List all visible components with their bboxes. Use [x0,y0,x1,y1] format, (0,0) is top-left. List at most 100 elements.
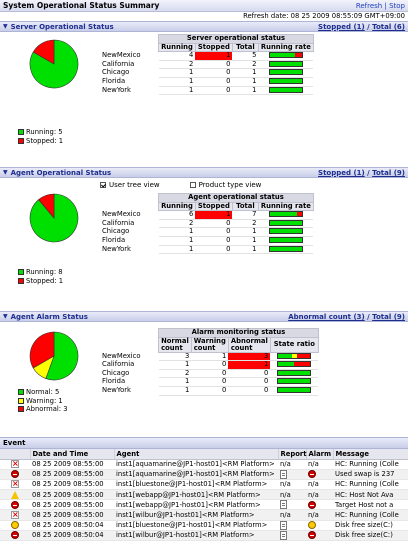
server-total-link[interactable]: Total (6) [372,22,405,31]
event-col-date[interactable]: Date and Time [30,449,115,460]
event-agent[interactable]: inst1[bluestone@JP1-host01]<RM Platform> [114,520,278,531]
agent-panel-header[interactable]: ▼ Agent Operational Status Stopped (1) / … [0,167,408,178]
event-agent[interactable]: inst1[aquamarine@JP1-host01]<RM Platform… [114,459,278,470]
row-name[interactable]: California [102,360,135,369]
alarm-panel-header[interactable]: ▼ Agent Alarm Status Abnormal count (3) /… [0,311,408,322]
event-col-alarm[interactable]: Alarm [306,449,334,460]
event-alarm [306,499,333,511]
stop-link[interactable]: Stop [389,1,405,10]
row-name[interactable]: Florida [102,235,126,244]
event-row[interactable]: 08 25 2009 08:55:00inst1[aquamarine@JP1-… [0,459,408,470]
table-row: California 1 0 1 [100,360,319,370]
row-name[interactable]: Chicago [102,368,130,377]
alarm-legend: Normal: 5 Warning: 1 Abnormal: 3 [18,388,68,414]
alarm-total-link[interactable]: Total (9) [372,312,405,321]
running-count: 1 [158,86,196,96]
alarm-abnormal-link[interactable]: Abnormal count (3) [288,312,365,321]
stopped-count: 0 [195,77,233,87]
event-report: n/a [278,459,306,470]
rate-bar-green [278,362,295,367]
warning-count: 0 [191,369,229,379]
row-name[interactable]: NewYork [102,85,131,94]
agent-total-link[interactable]: Total (9) [372,168,405,177]
event-row[interactable]: 08 25 2009 08:50:04 inst1[wilbur@JP1-host… [0,530,408,542]
blank-cell [100,337,159,352]
event-report: n/a [278,509,306,521]
event-row[interactable]: 08 25 2009 08:55:00inst1[bluestone@JP1-h… [0,479,408,491]
table-header-row: Running Stopped Total Running rate [100,42,314,53]
report-icon[interactable] [280,500,287,509]
row-name[interactable]: Chicago [102,227,130,236]
row-name[interactable]: NewMexico [102,351,141,360]
event-report [278,520,306,531]
state-ratio [270,377,319,387]
warning-count: 1 [191,352,229,362]
event-row[interactable]: 08 25 2009 08:55:00 inst1[webapp@JP1-host… [0,499,408,511]
product-type-view-option[interactable]: Product type view [189,181,261,189]
event-row[interactable]: 08 25 2009 08:55:00 inst1[webapp@JP1-host… [0,489,408,501]
blank-cell [100,35,159,44]
row-name[interactable]: Florida [102,76,126,85]
server-pie-slice [32,39,55,65]
event-agent[interactable]: inst1[bluestone@JP1-host01]<RM Platform> [114,479,278,491]
user-tree-checkbox[interactable] [100,182,106,188]
agent-stopped-link[interactable]: Stopped (1) [318,168,365,177]
running-rate [258,219,314,229]
legend-label: Stopped: 1 [26,276,64,285]
server-stopped-link[interactable]: Stopped (1) [318,22,365,31]
table-row: Chicago 1 0 1 [100,227,314,237]
rate-bar [268,69,303,76]
row-name[interactable]: Chicago [102,68,130,77]
event-agent[interactable]: inst1[wilbur@JP1-host01]<RM Platform> [114,530,278,542]
row-name[interactable]: NewYork [102,244,131,253]
event-row[interactable]: 08 25 2009 08:50:04 inst1[bluestone@JP1-h… [0,520,408,531]
table-title: Server operational status [158,34,314,44]
event-date: 08 25 2009 08:55:00 [30,499,114,511]
legend-item: Running: 8 [18,268,63,277]
column-header: Total [231,201,259,212]
event-col-message[interactable]: Message [333,449,408,460]
server-panel-header[interactable]: ▼ Server Operational Status Stopped (1) /… [0,21,408,32]
normal-count: 1 [158,386,192,396]
user-tree-view-option[interactable]: User tree view [100,181,160,189]
rate-bar [268,236,303,243]
product-type-checkbox[interactable] [189,182,196,188]
warning-count: 0 [191,386,229,396]
report-icon[interactable] [280,520,287,530]
event-agent[interactable]: inst1[aquamarine@JP1-host01]<RM Platform… [114,469,278,480]
event-report [278,499,306,511]
warning-icon [11,490,19,499]
collapse-chevron-icon[interactable]: ▼ [3,23,8,30]
agent-pie-slice [38,193,55,219]
collapse-chevron-icon[interactable]: ▼ [3,169,8,176]
event-agent[interactable]: inst1[wilbur@JP1-host01]<RM Platform> [114,509,278,521]
rate-bar-red [296,353,311,358]
row-name[interactable]: NewMexico [102,210,141,219]
event-alarm: n/a [306,489,333,501]
report-icon[interactable] [280,530,287,540]
refresh-link[interactable]: Refresh [355,1,383,10]
event-header-row: Date and Time Agent Report Alarm Message [0,449,408,460]
event-agent[interactable]: inst1[webapp@JP1-host01]<RM Platform> [114,489,278,501]
event-alarm: n/a [306,479,333,491]
event-row[interactable]: 08 25 2009 08:55:00inst1[wilbur@JP1-host… [0,509,408,521]
row-name[interactable]: Florida [102,377,126,386]
running-count: 4 [158,52,196,61]
table-row: NewMexico 3 1 3 [100,351,319,362]
title-bar: System Operational Status Summary Refres… [0,0,408,12]
rate-bar [277,386,312,393]
collapse-chevron-icon[interactable]: ▼ [3,313,8,320]
row-name[interactable]: California [102,59,135,68]
running-rate [258,77,314,87]
report-icon[interactable] [280,469,287,479]
row-name[interactable]: NewMexico [102,51,141,60]
blank-cell [100,329,159,338]
event-agent[interactable]: inst1[webapp@JP1-host01]<RM Platform> [114,499,278,511]
event-col-agent[interactable]: Agent [114,449,279,460]
legend-swatch [18,137,24,144]
row-name[interactable]: California [102,218,135,227]
event-col-report[interactable]: Report [278,449,307,460]
row-name[interactable]: NewYork [102,385,131,394]
running-count: 1 [158,228,196,237]
